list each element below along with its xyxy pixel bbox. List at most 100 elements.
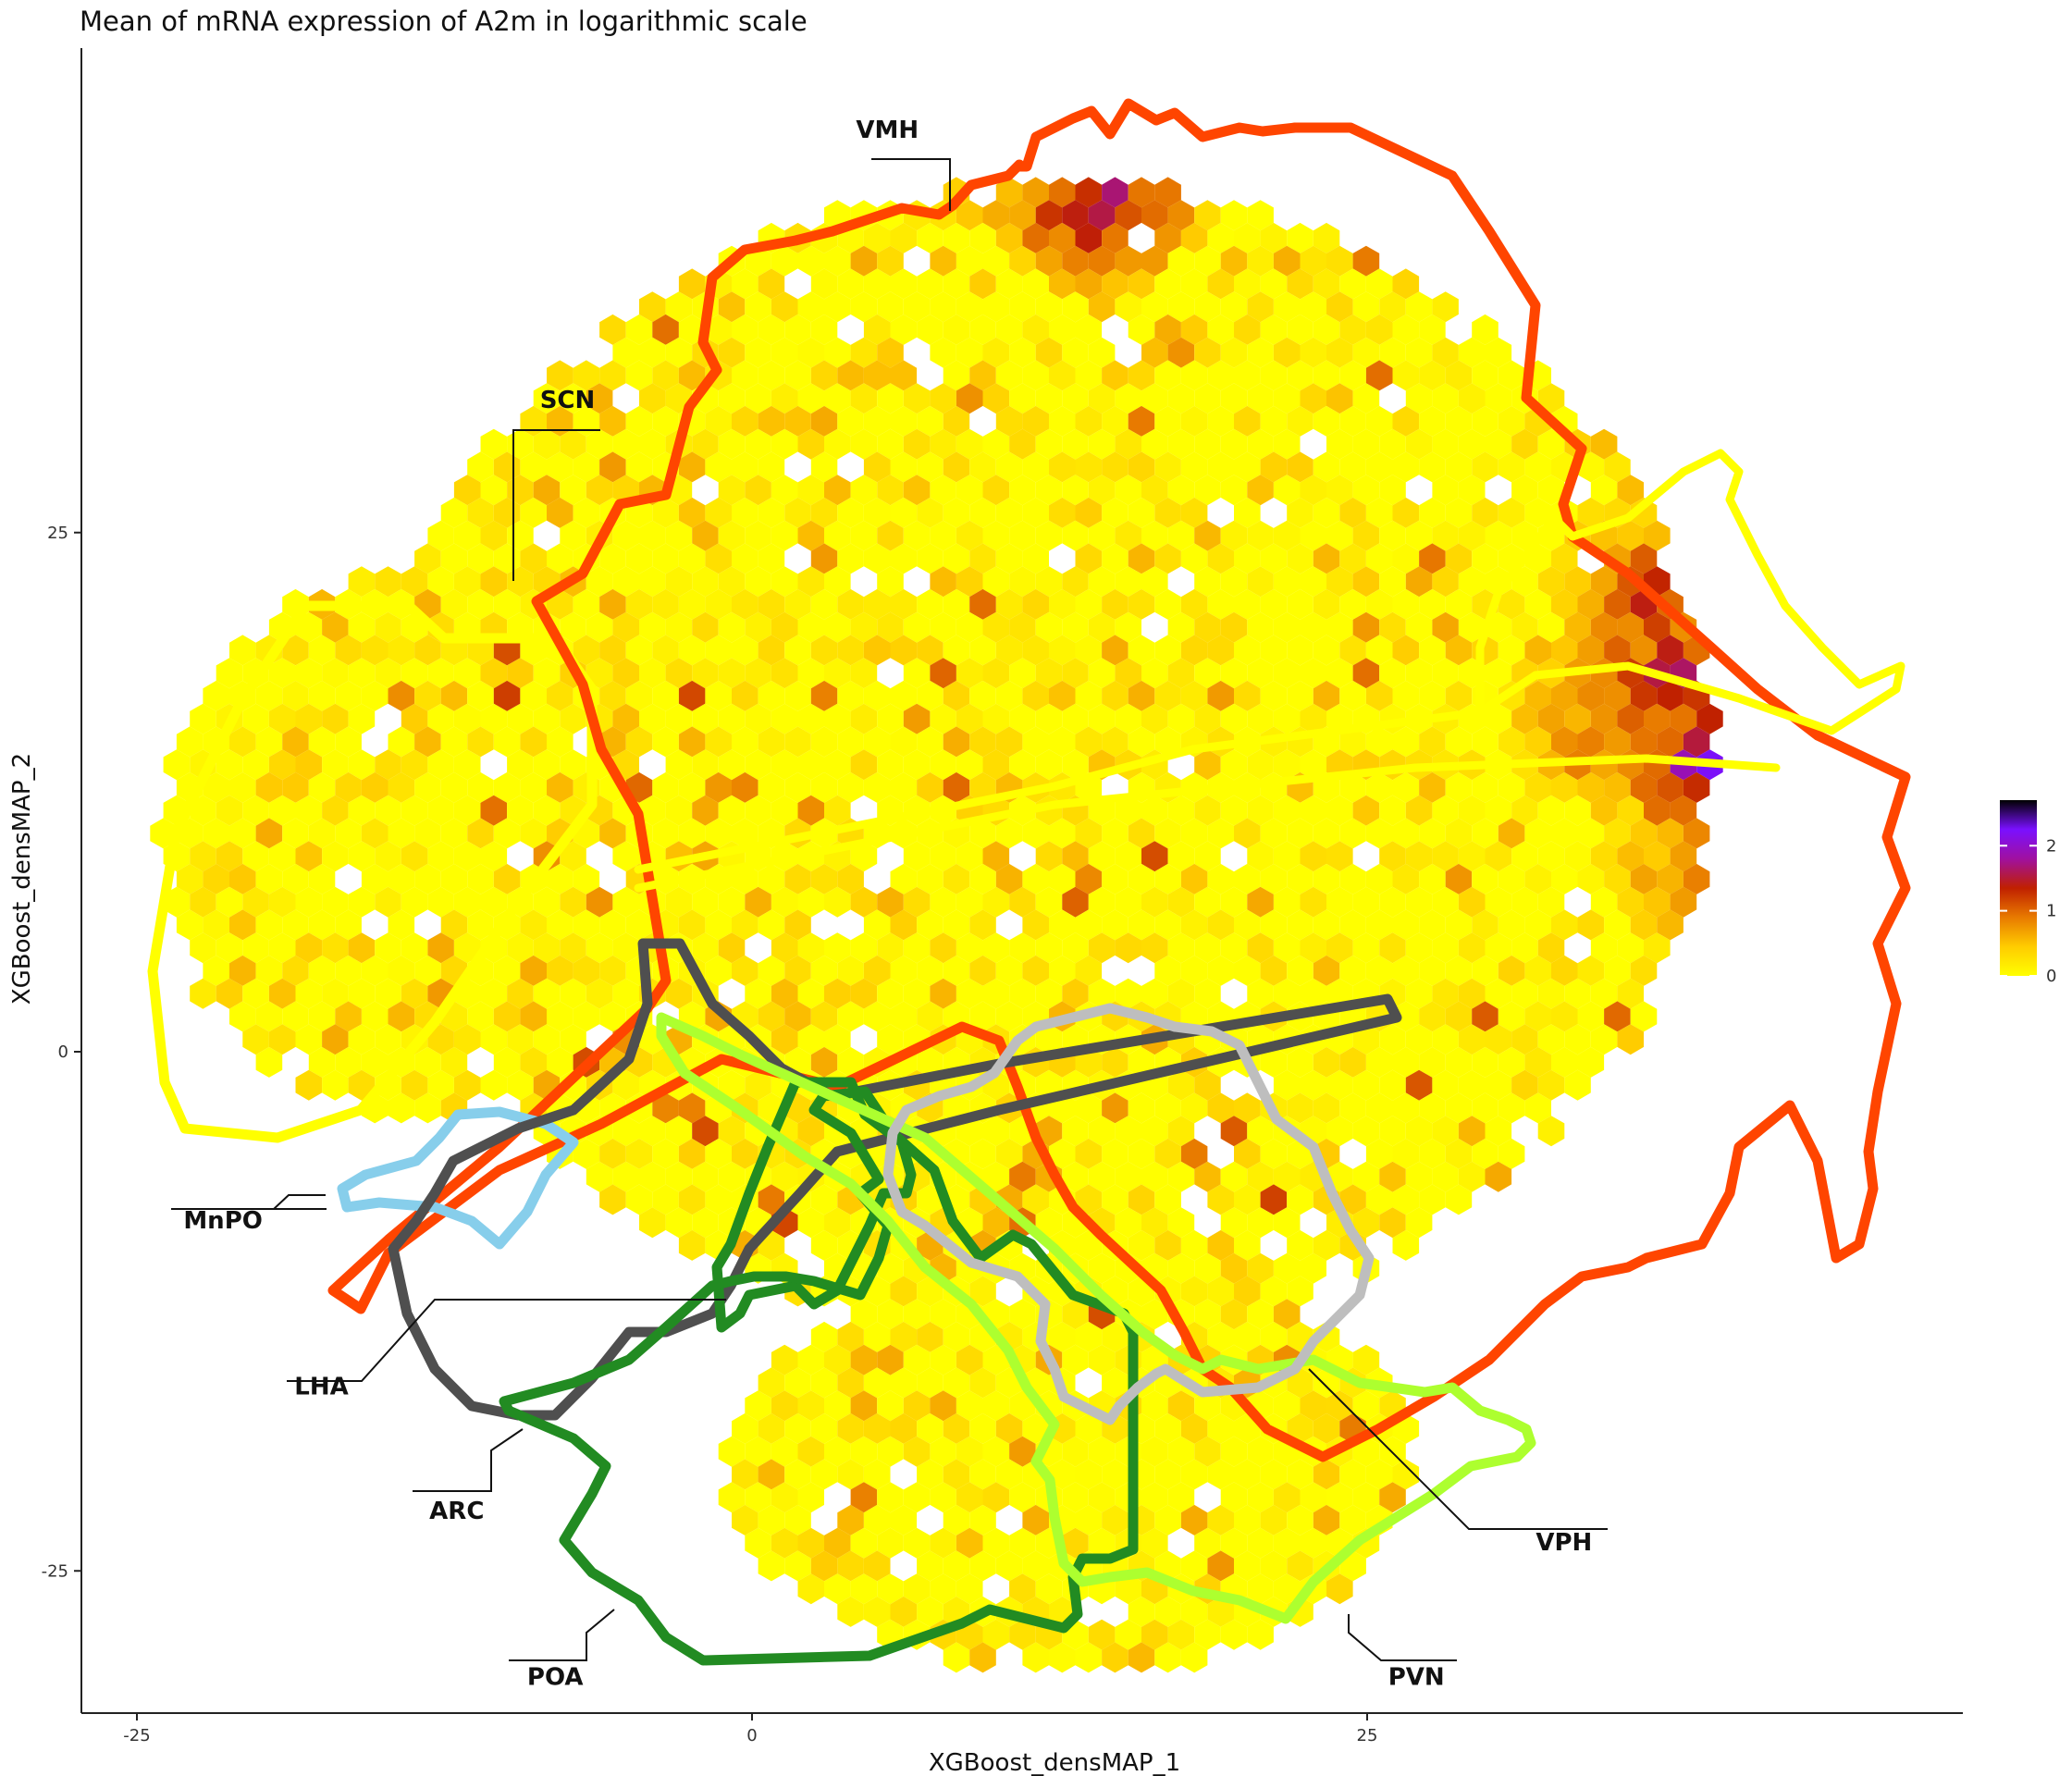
hex-cell	[1167, 428, 1195, 460]
hex-cell	[1035, 1024, 1063, 1055]
hex-cell	[1128, 1229, 1155, 1261]
hex-cell	[1180, 497, 1208, 528]
hex-cell	[863, 1321, 891, 1352]
hex-cell	[1141, 886, 1168, 918]
hex-cell	[943, 588, 970, 620]
hex-cell	[810, 543, 838, 574]
hex-cell	[1141, 428, 1168, 460]
hex-cell	[797, 1482, 824, 1513]
hex-cell	[890, 497, 918, 528]
hex-cell	[1009, 291, 1036, 323]
hex-cell	[1472, 726, 1498, 758]
hex-cell	[308, 1046, 336, 1078]
hex-cell	[1141, 932, 1168, 964]
hex-cell	[1339, 588, 1366, 620]
hex-cell	[639, 611, 666, 643]
hex-cell	[969, 1550, 996, 1582]
hex-cell	[1657, 635, 1684, 666]
hex-cell	[1154, 177, 1181, 208]
hex-cell	[1432, 383, 1459, 414]
hex-cell	[1035, 245, 1063, 277]
hex-cell	[1458, 841, 1486, 872]
hex-cell	[1128, 1184, 1155, 1215]
hex-cell	[1049, 1459, 1076, 1490]
hex-cell	[1207, 314, 1234, 345]
hex-cell	[890, 222, 918, 253]
hex-cell	[1300, 886, 1326, 918]
hex-cell	[1260, 1321, 1288, 1352]
hex-cell	[1498, 771, 1525, 803]
hex-cell	[1115, 611, 1141, 643]
hex-cell	[850, 611, 878, 643]
hex-cell	[1167, 1482, 1195, 1513]
hex-cell	[1537, 475, 1565, 506]
hex-cell	[837, 1367, 864, 1399]
hex-cell	[837, 1321, 864, 1352]
hex-cell	[520, 543, 547, 574]
hex-cell	[1260, 222, 1288, 253]
hex-cell	[692, 428, 719, 460]
hex-cell	[1524, 1001, 1551, 1032]
hex-cell	[348, 886, 376, 918]
hex-cell	[1009, 1527, 1036, 1559]
hex-cell	[1088, 886, 1116, 918]
hex-cell	[612, 886, 639, 918]
hex-cell	[1049, 1642, 1076, 1673]
hex-cell	[1365, 680, 1393, 711]
hex-cell	[1365, 588, 1393, 620]
hex-cell	[943, 314, 970, 345]
hex-cell	[877, 611, 904, 643]
hex-cell	[625, 909, 653, 941]
hex-cell	[1049, 497, 1076, 528]
hex-cell	[1102, 497, 1128, 528]
hex-cell	[1537, 428, 1565, 460]
hex-cell	[190, 886, 216, 918]
hex-cell	[1379, 1024, 1406, 1055]
hex-cell	[1445, 360, 1473, 391]
hex-cell	[1644, 841, 1671, 872]
hex-cell	[1419, 497, 1446, 528]
hex-cell	[1141, 1116, 1168, 1147]
hex-cell	[216, 658, 243, 689]
hex-cell	[1590, 795, 1618, 826]
hex-cell	[824, 566, 851, 598]
hex-cell	[1207, 1321, 1234, 1352]
legend-colorbar	[2000, 800, 2037, 976]
hex-cell	[1287, 1046, 1314, 1078]
hex-cell	[388, 635, 415, 666]
hex-cell	[1524, 497, 1551, 528]
hex-cell	[652, 497, 679, 528]
hex-cell	[229, 909, 256, 941]
hex-cell	[797, 428, 824, 460]
hex-cell	[1472, 909, 1498, 941]
hex-cell	[1075, 1642, 1103, 1673]
hex-cell	[414, 1092, 441, 1124]
hex-cell	[348, 1069, 376, 1101]
hex-cell	[1445, 588, 1473, 620]
hex-cell	[877, 383, 904, 414]
hex-cell	[1352, 886, 1380, 918]
hex-cell	[810, 360, 838, 391]
hex-cell	[1035, 200, 1063, 231]
hex-cell	[995, 543, 1023, 574]
hex-cell	[1472, 497, 1498, 528]
hex-cell	[547, 543, 574, 574]
hex-cell	[1472, 818, 1498, 849]
hex-cell	[810, 1550, 838, 1582]
hex-cell	[1287, 1504, 1314, 1536]
hex-cell	[1049, 177, 1076, 208]
hex-cell	[1287, 863, 1314, 894]
hex-cell	[493, 1001, 521, 1032]
hex-cell	[1326, 566, 1353, 598]
hex-cell	[1115, 291, 1141, 323]
hex-cell	[1247, 428, 1274, 460]
hex-cell	[1220, 520, 1248, 551]
hex-cell	[890, 1367, 918, 1399]
hex-cell	[1180, 588, 1208, 620]
hex-cell	[1577, 726, 1605, 758]
hex-cell	[1194, 520, 1221, 551]
hex-cell	[1287, 955, 1314, 986]
hex-cell	[1326, 886, 1353, 918]
hex-cell	[1088, 1116, 1116, 1147]
hex-cell	[268, 1024, 296, 1055]
